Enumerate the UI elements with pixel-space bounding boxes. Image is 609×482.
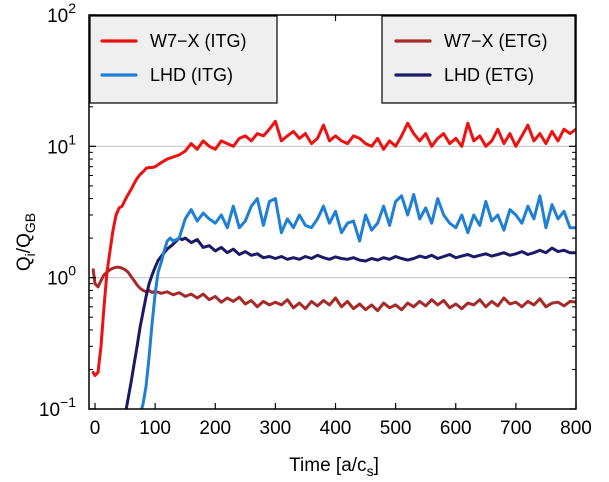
x-tick-labels: 0 100 200 300 400 500 600 700 800 [90,418,592,439]
x-tick-label: 0 [90,418,101,439]
series-line-1 [140,193,576,409]
x-tick-label: 400 [320,418,352,439]
legend-entry-label: W7−X (ITG) [150,31,247,51]
legend-left-box [89,15,278,104]
x-tick-label: 100 [139,418,171,439]
y-tick-label: 101 [47,131,76,158]
y-tick-label: 10−1 [39,394,76,421]
x-tick-label: 300 [260,418,292,439]
series-line-2 [91,265,576,313]
x-tick-label: 800 [560,418,592,439]
series-layer [91,119,576,409]
legend-entry-label: W7−X (ETG) [444,31,548,51]
gridlines [89,145,576,279]
legend-right: W7−X (ETG) LHD (ETG) [381,15,576,104]
legend-entry-label: LHD (ETG) [444,65,534,85]
x-axis-label: Time [a/cs] [289,455,379,479]
x-tick-label: 200 [199,418,231,439]
series-line-3 [124,236,576,409]
plot-frame [88,14,577,410]
x-tick-label: 600 [440,418,472,439]
y-axis-label: Qi/QGB [14,213,38,271]
x-tick-label: 700 [500,418,532,439]
x-tick-label: 500 [380,418,412,439]
series-line-0 [91,119,576,377]
y-tick-label: 100 [47,263,76,290]
legend-right-box [381,15,576,104]
legend-entry-label: LHD (ITG) [150,65,233,85]
legend-left: W7−X (ITG) LHD (ITG) [89,15,278,104]
y-tick-label: 102 [47,0,76,27]
y-tick-labels: 102 101 100 10−1 [39,0,76,421]
